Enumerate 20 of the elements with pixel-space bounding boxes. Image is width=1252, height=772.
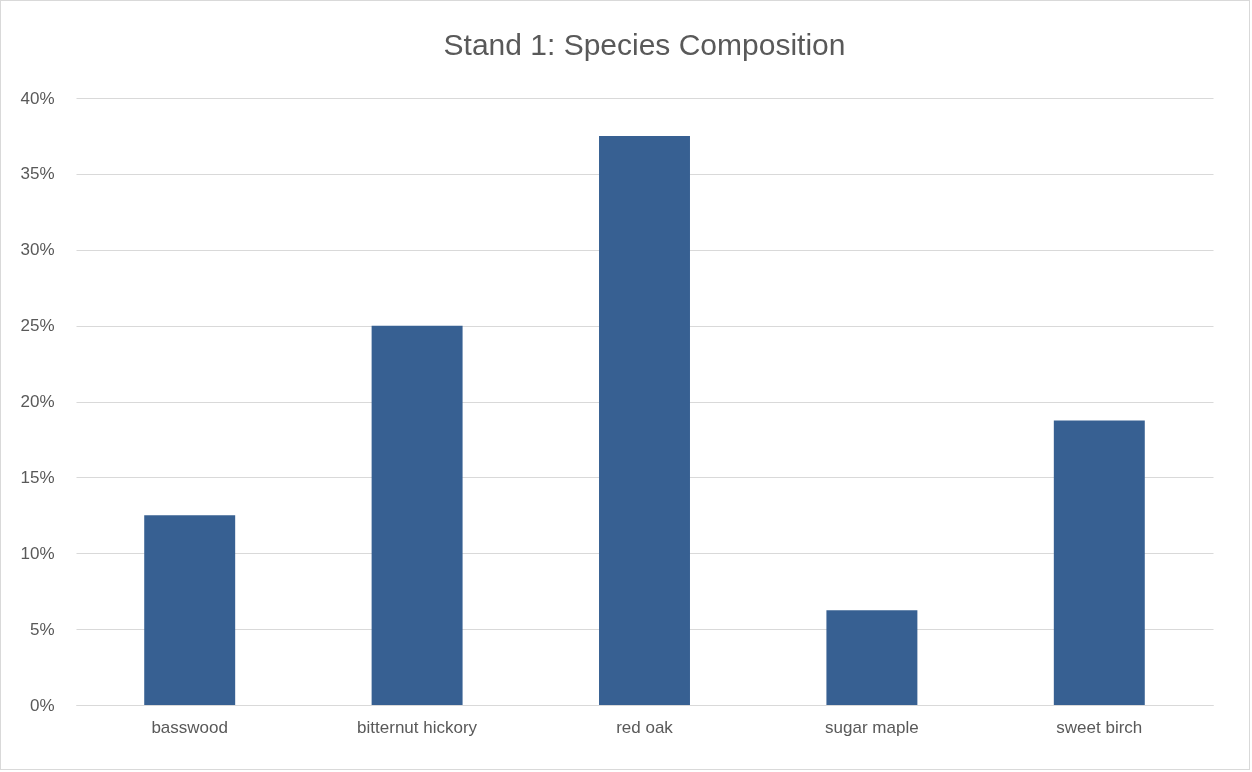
x-tick-label: bitternut hickory (357, 717, 478, 737)
y-tick-label: 25% (20, 316, 55, 336)
x-tick-label: sweet birch (1056, 717, 1143, 737)
x-tick-label: sugar maple (825, 717, 919, 737)
y-tick-label: 10% (20, 543, 55, 563)
bar (144, 515, 236, 705)
x-tick-label: red oak (616, 717, 674, 737)
bar (599, 135, 690, 705)
y-tick-label: 40% (20, 88, 55, 108)
y-tick-label: 30% (20, 240, 55, 260)
y-tick-label: 35% (20, 164, 55, 184)
bar (826, 610, 918, 705)
x-tick-label: basswood (151, 717, 228, 737)
y-tick-label: 0% (29, 695, 55, 715)
y-tick-label: 20% (20, 392, 55, 411)
y-tick-label: 5% (29, 619, 55, 639)
y-tick-label: 15% (20, 467, 55, 487)
chart-title: Stand 1: Species Composition (443, 28, 846, 61)
bar (371, 325, 463, 705)
bar (1053, 420, 1145, 705)
